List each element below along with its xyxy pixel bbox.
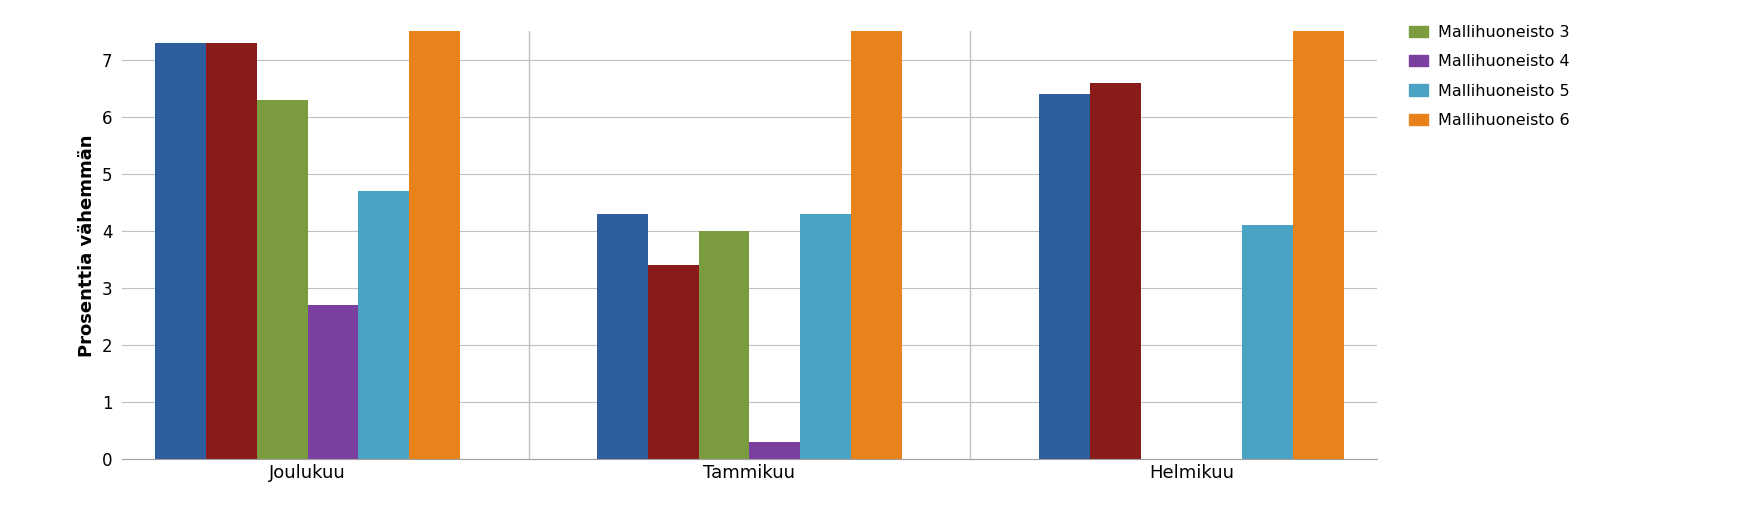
Bar xyxy=(749,442,800,459)
Bar xyxy=(1293,31,1344,459)
Bar xyxy=(851,31,901,459)
Bar xyxy=(699,231,749,459)
Bar xyxy=(1039,94,1089,459)
Bar xyxy=(410,31,460,459)
Bar xyxy=(1243,226,1293,459)
Bar xyxy=(598,214,648,459)
Bar xyxy=(307,305,359,459)
Bar xyxy=(800,214,851,459)
Bar xyxy=(155,43,206,459)
Bar xyxy=(256,100,307,459)
Legend: Mallihuoneisto 3, Mallihuoneisto 4, Mallihuoneisto 5, Mallihuoneisto 6: Mallihuoneisto 3, Mallihuoneisto 4, Mall… xyxy=(1403,18,1576,134)
Y-axis label: Prosenttia vähemmän: Prosenttia vähemmän xyxy=(78,134,96,357)
Bar xyxy=(1089,82,1140,459)
Bar xyxy=(206,43,256,459)
Bar xyxy=(648,265,699,459)
Bar xyxy=(359,191,410,459)
